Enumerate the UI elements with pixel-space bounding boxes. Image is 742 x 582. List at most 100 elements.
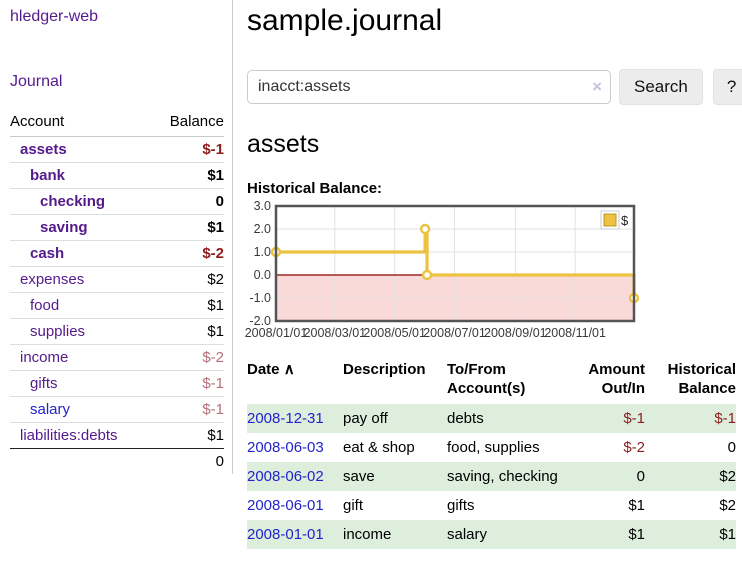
transaction-date-link[interactable]: 2008-01-01 — [247, 526, 324, 543]
transaction-balance: $2 — [719, 497, 736, 514]
account-balance: $1 — [152, 318, 224, 345]
account-link[interactable]: food — [30, 297, 60, 314]
transaction-date-link[interactable]: 2008-06-03 — [247, 439, 324, 456]
transaction-row: 2008-06-01 gift gifts $1 $2 — [247, 491, 736, 520]
register-header-accounts: To/From Account(s) — [447, 361, 526, 397]
transaction-amount: $-1 — [623, 410, 645, 427]
account-link[interactable]: assets — [20, 141, 67, 158]
svg-text:1.0: 1.0 — [254, 245, 271, 259]
chart-title: Historical Balance: — [247, 180, 383, 197]
transaction-row: 2008-12-31 pay off debts $-1 $-1 — [247, 404, 736, 433]
transaction-accounts: food, supplies — [447, 439, 540, 456]
transaction-accounts: salary — [447, 526, 488, 543]
account-row: supplies $1 — [10, 318, 224, 345]
nav-journal-link[interactable]: Journal — [10, 73, 63, 90]
transaction-accounts: gifts — [447, 497, 475, 514]
account-link[interactable]: income — [20, 349, 69, 366]
account-row: liabilities:debts $1 — [10, 422, 224, 449]
search-box: × — [247, 70, 611, 104]
transaction-balance: 0 — [727, 439, 736, 456]
search-button[interactable]: Search — [619, 69, 703, 105]
account-balance: $-1 — [202, 141, 224, 158]
transaction-balance: $1 — [719, 526, 736, 543]
account-link[interactable]: expenses — [20, 271, 85, 288]
account-link[interactable]: supplies — [30, 323, 86, 340]
clear-search-icon[interactable]: × — [592, 77, 602, 96]
transaction-amount: 0 — [636, 468, 645, 485]
historical-balance-chart: $3.0 2.0 1.0 0.0 -1.0 -2.0 2008/01/01 2008/03/0… — [245, 199, 742, 342]
accounts-header-account: Account — [10, 109, 153, 137]
register-header-date[interactable]: Date ∧ — [247, 361, 295, 378]
account-balance: 0 — [152, 188, 224, 215]
account-balance: $2 — [152, 266, 224, 293]
account-balance: $-2 — [152, 240, 224, 267]
transaction-description: eat & shop — [343, 439, 415, 456]
page-title: sample.journal — [247, 4, 443, 37]
account-balance: $1 — [152, 162, 224, 189]
svg-text:2008/05/01: 2008/05/01 — [363, 326, 426, 340]
account-link[interactable]: liabilities:debts — [20, 427, 118, 444]
search-row: × Search ? — [247, 69, 742, 105]
svg-text:2008/03/01: 2008/03/01 — [304, 326, 367, 340]
svg-text:-2.0: -2.0 — [249, 314, 271, 328]
svg-text:2008/01/01: 2008/01/01 — [245, 326, 308, 340]
account-link[interactable]: saving — [40, 219, 88, 236]
account-link[interactable]: bank — [30, 167, 66, 184]
account-balance: $-1 — [152, 370, 224, 397]
account-row: cash $-2 — [10, 240, 224, 267]
transaction-row: 2008-06-02 save saving, checking 0 $2 — [247, 462, 736, 491]
transaction-description: gift — [343, 497, 364, 514]
register-header-description: Description — [343, 361, 426, 378]
register-table: Date ∧ Description To/From Account(s) Am… — [247, 358, 736, 549]
transaction-amount: $-2 — [623, 439, 645, 456]
svg-text:2.0: 2.0 — [254, 222, 271, 236]
account-link[interactable]: cash — [30, 245, 65, 262]
account-balance: $-2 — [152, 344, 224, 371]
svg-text:2008/09/01: 2008/09/01 — [484, 326, 547, 340]
transaction-date-link[interactable]: 2008-06-01 — [247, 497, 324, 514]
svg-text:0.0: 0.0 — [254, 268, 271, 282]
register-header-amount: Amount Out/In — [588, 361, 645, 397]
svg-text:2008/11/01: 2008/11/01 — [544, 326, 606, 340]
register-header-balance: Historical Balance — [667, 361, 736, 397]
transaction-accounts: saving, checking — [447, 468, 558, 485]
account-row: food $1 — [10, 292, 224, 319]
transaction-amount: $1 — [628, 526, 645, 543]
transaction-description: save — [343, 468, 375, 485]
transaction-date-link[interactable]: 2008-06-02 — [247, 468, 324, 485]
transaction-row: 2008-01-01 income salary $1 $1 — [247, 520, 736, 549]
account-row: checking 0 — [10, 188, 224, 215]
accounts-header-balance: Balance — [152, 109, 224, 137]
transaction-row: 2008-06-03 eat & shop food, supplies $-2 0 — [247, 433, 736, 462]
account-link[interactable]: checking — [40, 193, 106, 210]
search-input[interactable] — [247, 70, 611, 104]
brand-link[interactable]: hledger-web — [10, 8, 99, 25]
sidebar: hledger-web Journal Account Balance asse… — [0, 0, 233, 474]
transaction-balance: $2 — [719, 468, 736, 485]
register-header-row: Date ∧ Description To/From Account(s) Am… — [247, 358, 736, 404]
account-balance: $1 — [152, 422, 224, 449]
transaction-date-link[interactable]: 2008-12-31 — [247, 410, 324, 427]
transaction-balance: $-1 — [714, 410, 736, 427]
account-link[interactable]: gifts — [30, 375, 58, 392]
account-row: salary $-1 — [10, 396, 224, 423]
help-button[interactable]: ? — [712, 69, 742, 105]
svg-text:2008/07/01: 2008/07/01 — [423, 326, 486, 340]
account-balance: $-1 — [152, 396, 224, 423]
page: hledger-web Journal Account Balance asse… — [0, 0, 742, 549]
accounts-total-value: 0 — [152, 448, 224, 474]
accounts-table: Account Balance assets $-1 bank $1 checking 0… — [10, 109, 224, 474]
account-balance: $1 — [152, 214, 224, 241]
sort-asc-icon: ∧ — [283, 361, 295, 378]
account-row: income $-2 — [10, 344, 224, 371]
account-heading: assets — [247, 130, 320, 158]
account-link[interactable]: salary — [30, 401, 71, 418]
account-row: bank $1 — [10, 162, 224, 189]
svg-text:3.0: 3.0 — [254, 199, 271, 213]
main-content: sample.journal × Search ? assets Histori… — [233, 0, 742, 549]
account-row: assets $-1 — [10, 137, 224, 163]
svg-text:-1.0: -1.0 — [249, 291, 271, 305]
transaction-amount: $1 — [628, 497, 645, 514]
svg-text:$: $ — [621, 213, 629, 228]
account-balance: $1 — [152, 292, 224, 319]
